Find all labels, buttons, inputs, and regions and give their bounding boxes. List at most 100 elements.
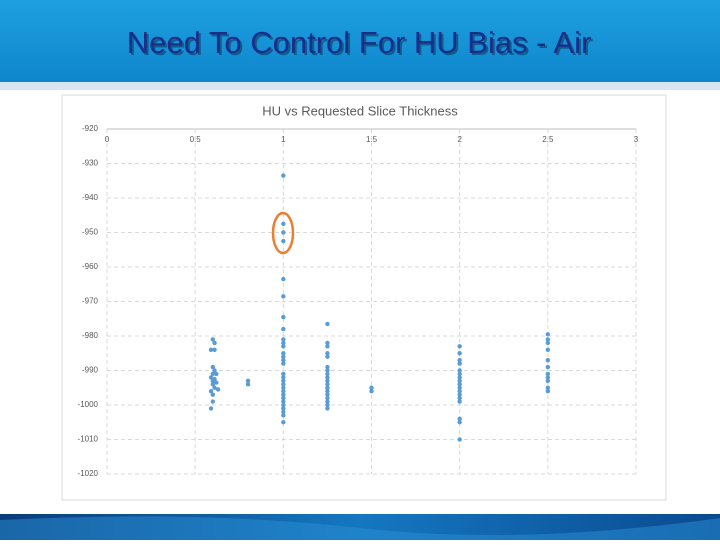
point bbox=[281, 354, 286, 359]
point bbox=[210, 378, 215, 384]
point bbox=[281, 409, 286, 415]
footer-wave bbox=[0, 516, 720, 540]
point bbox=[214, 371, 219, 377]
point bbox=[545, 378, 551, 384]
point bbox=[281, 406, 286, 411]
point bbox=[281, 344, 286, 349]
point bbox=[325, 354, 330, 359]
point bbox=[281, 389, 286, 394]
point bbox=[208, 389, 214, 394]
point bbox=[457, 437, 462, 442]
point bbox=[545, 337, 551, 342]
plot: -920 -930 -940 -950 -960 -970 -980 -990 -1000 -10… bbox=[78, 124, 639, 478]
point bbox=[208, 347, 214, 352]
point bbox=[457, 357, 462, 363]
point bbox=[212, 347, 217, 352]
point bbox=[281, 395, 286, 401]
point bbox=[325, 402, 330, 408]
header-band bbox=[0, 0, 720, 82]
point bbox=[281, 294, 286, 299]
point bbox=[325, 321, 330, 327]
point bbox=[325, 399, 330, 404]
point bbox=[281, 402, 286, 408]
y-tick-label: -960 bbox=[82, 262, 99, 271]
point bbox=[212, 368, 217, 373]
point bbox=[457, 344, 462, 349]
header-shadow bbox=[0, 82, 720, 90]
point bbox=[457, 361, 462, 366]
point bbox=[281, 276, 286, 282]
y-tick-label: -1010 bbox=[78, 435, 99, 444]
point bbox=[208, 406, 214, 411]
point bbox=[325, 378, 330, 384]
point bbox=[281, 378, 286, 384]
point bbox=[281, 399, 286, 404]
point bbox=[281, 238, 286, 244]
point bbox=[210, 364, 215, 370]
point bbox=[545, 364, 551, 370]
slide-title-shadow: Need To Control For HU Bias - Air bbox=[129, 27, 594, 62]
point bbox=[457, 375, 462, 380]
point bbox=[281, 371, 286, 377]
point bbox=[325, 371, 330, 377]
y-tick-label: -930 bbox=[82, 159, 99, 168]
x-tick-label: 0 bbox=[105, 135, 110, 144]
point bbox=[457, 371, 462, 377]
point bbox=[210, 399, 215, 404]
point bbox=[457, 385, 462, 390]
point bbox=[457, 378, 462, 384]
point bbox=[325, 344, 330, 349]
point bbox=[545, 332, 551, 337]
y-tick-label: -1020 bbox=[78, 469, 99, 478]
y-tick-label: -970 bbox=[82, 297, 99, 306]
y-tick-label: -940 bbox=[82, 193, 99, 202]
point bbox=[325, 385, 330, 390]
y-tick-label: -990 bbox=[82, 366, 99, 375]
point bbox=[457, 399, 462, 404]
slide-title: Need To Control For HU Bias - Air bbox=[127, 25, 592, 60]
point bbox=[210, 382, 215, 387]
point bbox=[325, 395, 330, 401]
point bbox=[457, 389, 462, 394]
point bbox=[325, 382, 330, 387]
point bbox=[212, 340, 217, 346]
point bbox=[457, 416, 462, 421]
point bbox=[281, 382, 286, 387]
point bbox=[325, 375, 330, 380]
point bbox=[281, 230, 286, 235]
x-tick-label: 1.5 bbox=[366, 135, 378, 144]
point bbox=[457, 420, 462, 425]
point bbox=[457, 368, 462, 373]
point bbox=[210, 371, 215, 377]
highlight-ellipse bbox=[271, 211, 295, 255]
y-tick-label: -1000 bbox=[78, 400, 99, 409]
point bbox=[281, 357, 286, 363]
y-tick-label: -980 bbox=[82, 331, 99, 340]
point bbox=[281, 173, 286, 178]
point bbox=[208, 375, 214, 380]
x-tick-label: 2.5 bbox=[542, 135, 554, 144]
point bbox=[325, 392, 330, 397]
point bbox=[214, 380, 219, 385]
point bbox=[325, 340, 330, 346]
point bbox=[325, 351, 330, 356]
point bbox=[210, 392, 215, 397]
point bbox=[457, 351, 462, 356]
point bbox=[210, 337, 215, 342]
point bbox=[281, 221, 286, 227]
y-tick-label: -920 bbox=[82, 124, 99, 133]
point bbox=[281, 314, 286, 320]
point bbox=[369, 385, 374, 390]
point bbox=[457, 395, 462, 401]
point bbox=[281, 413, 286, 418]
point bbox=[545, 375, 551, 380]
x-tick-label: 2 bbox=[457, 135, 462, 144]
point bbox=[281, 385, 286, 390]
point bbox=[325, 389, 330, 394]
point bbox=[212, 385, 217, 390]
point bbox=[281, 392, 286, 397]
point bbox=[457, 382, 462, 387]
point bbox=[245, 378, 251, 384]
